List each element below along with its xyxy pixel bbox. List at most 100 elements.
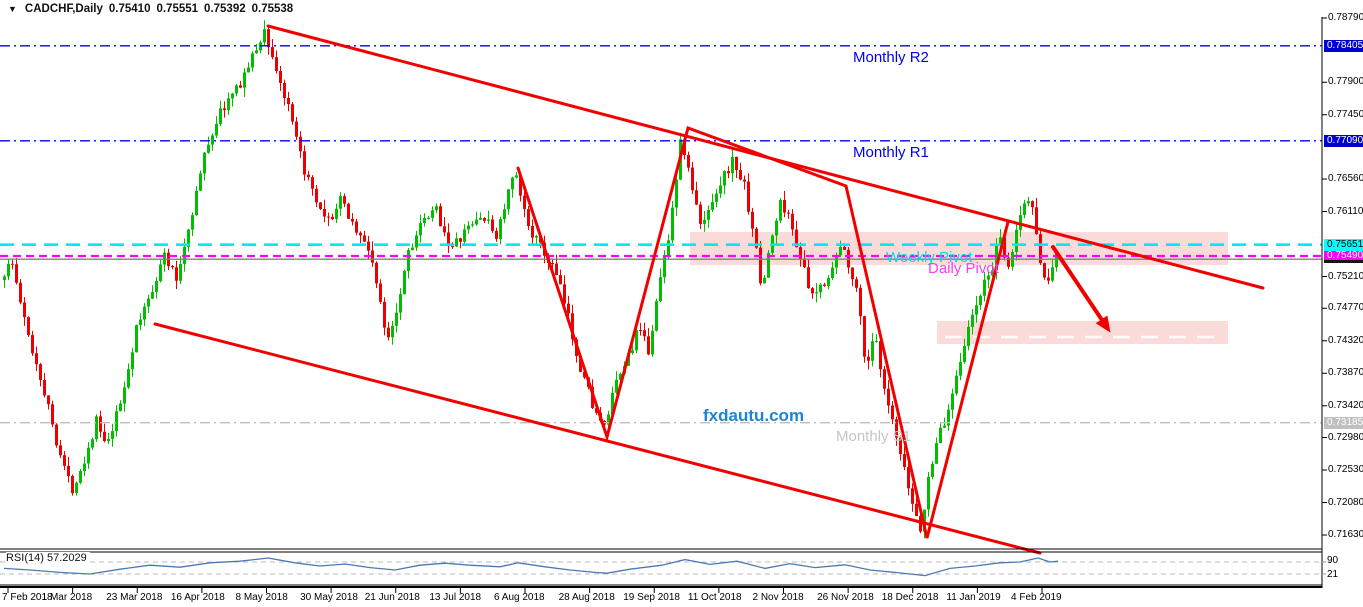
candle-body xyxy=(1043,263,1046,278)
projection-arrow-head[interactable] xyxy=(1095,315,1111,333)
candle-body xyxy=(1051,267,1054,281)
candle-body xyxy=(779,199,782,221)
candle-body xyxy=(35,353,38,365)
candle-body xyxy=(379,283,382,302)
candle-body xyxy=(827,278,830,287)
candle-body xyxy=(651,330,654,355)
candle-body xyxy=(471,224,474,226)
candle-body xyxy=(139,319,142,326)
candle-body xyxy=(1047,277,1050,281)
candle-body xyxy=(983,279,986,296)
candle-body xyxy=(931,463,934,477)
candle-body xyxy=(855,279,858,288)
price-axis[interactable]: 0.78405 0.77090 0.75651 0.75490 0.73185 … xyxy=(1323,0,1363,607)
candle-body xyxy=(295,121,298,137)
candle-body xyxy=(939,427,942,444)
candle-body xyxy=(87,447,90,464)
candle-body xyxy=(999,237,1002,246)
candle-body xyxy=(355,221,358,233)
candle-body xyxy=(663,256,666,278)
candle-body xyxy=(783,199,786,213)
candle-body xyxy=(947,409,950,426)
candle-body xyxy=(815,292,818,294)
candle-body xyxy=(731,156,734,174)
candle-body xyxy=(763,277,766,284)
candle-body xyxy=(231,93,234,99)
price-tick-label: 0.75210 xyxy=(1328,270,1363,282)
date-tick-label: 18 Dec 2018 xyxy=(881,592,939,603)
candle-body xyxy=(879,341,882,370)
price-tick-label: 0.71630 xyxy=(1328,529,1363,541)
monthly-r1-label: Monthly R1 xyxy=(853,143,929,161)
candle-body xyxy=(303,151,306,175)
candle-body xyxy=(615,379,618,393)
time-axis[interactable]: 7 Feb 2018 1 Mar 2018 23 Mar 2018 16 Apr 20… xyxy=(0,588,1322,607)
candle-body xyxy=(131,352,134,370)
candle-body xyxy=(459,238,462,242)
candle-body xyxy=(659,277,662,302)
candle-body xyxy=(751,211,754,229)
candle-body xyxy=(699,204,702,224)
candle-body xyxy=(515,175,518,178)
candle-body xyxy=(1031,201,1034,208)
date-tick-label: 2 Nov 2018 xyxy=(752,592,804,603)
candle-body xyxy=(323,208,326,217)
chart-header: ▼ CADCHF,Daily 0.75410 0.75551 0.75392 0… xyxy=(8,3,293,15)
watermark: fxdautu.com xyxy=(703,406,805,425)
candle-body xyxy=(887,388,890,406)
candle-body xyxy=(111,431,114,439)
candle-body xyxy=(507,189,510,210)
candle-body xyxy=(1019,215,1022,230)
price-tick-label: 0.74770 xyxy=(1328,302,1363,314)
candle-body xyxy=(311,177,314,189)
date-tick-label: 11 Oct 2018 xyxy=(687,592,742,603)
candle-body xyxy=(227,98,230,111)
candle-body xyxy=(299,136,302,152)
weekly-pivot-price-label: 0.75651 xyxy=(1324,238,1363,251)
candle-body xyxy=(719,185,722,194)
candle-body xyxy=(791,213,794,230)
candle-body xyxy=(971,314,974,327)
symbol-dropdown-icon[interactable]: ▼ xyxy=(8,4,17,14)
candle-body xyxy=(807,267,810,289)
candle-body xyxy=(531,226,534,238)
candle-body xyxy=(759,247,762,284)
candle-body xyxy=(1039,234,1042,264)
candle-body xyxy=(407,250,410,271)
candle-body xyxy=(967,326,970,347)
candle-body xyxy=(83,463,86,472)
descending-channel-lower-line[interactable] xyxy=(153,322,1042,555)
candle-body xyxy=(267,29,270,48)
candle-body xyxy=(799,247,802,259)
date-tick-label: 26 Nov 2018 xyxy=(817,592,874,603)
zigzag-wave-line[interactable] xyxy=(516,126,1010,539)
candle-body xyxy=(499,219,502,239)
candle-body xyxy=(919,515,922,532)
candle-body xyxy=(767,252,770,278)
candle-body xyxy=(527,209,530,227)
candle-body xyxy=(47,395,50,405)
monthly-s1-label: Monthly S1 xyxy=(836,427,912,445)
candle-body xyxy=(271,47,274,58)
candle-body xyxy=(363,235,366,242)
candle-body xyxy=(119,403,122,412)
candle-body xyxy=(707,209,710,220)
candle-body xyxy=(279,71,282,83)
candle-body xyxy=(343,196,346,204)
candle-body xyxy=(875,341,878,343)
candle-body xyxy=(703,219,706,224)
projection-arrow-shaft[interactable] xyxy=(1051,245,1108,328)
price-tick-label: 0.77900 xyxy=(1328,76,1363,88)
ohlc-close: 0.75538 xyxy=(251,3,294,15)
candle-body xyxy=(127,369,130,388)
candle-body xyxy=(159,264,162,281)
candle-body xyxy=(831,267,834,279)
candle-body xyxy=(883,369,886,389)
price-tick-label: 0.76110 xyxy=(1328,205,1363,217)
candle-body xyxy=(67,465,70,476)
candle-body xyxy=(579,356,582,372)
date-tick-label: 13 Jul 2018 xyxy=(429,592,482,603)
candle-body xyxy=(1027,201,1030,204)
candle-body xyxy=(375,262,378,284)
